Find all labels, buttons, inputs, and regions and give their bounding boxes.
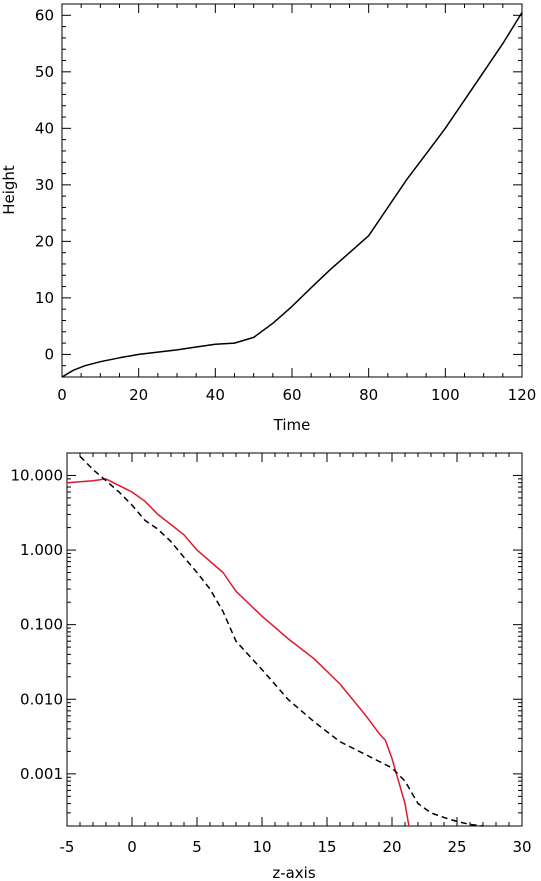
y-axis-title: Height	[0, 165, 18, 215]
y-tick-label: 0.100	[20, 616, 63, 634]
x-tick-label: 100	[431, 386, 460, 404]
y-tick-label: 10	[35, 289, 54, 307]
y-tick-label: 50	[35, 63, 54, 81]
axis-ticks	[61, 3, 523, 378]
y-tick-labels: 0.001 0.010 0.100 1.000 10.000	[11, 466, 64, 782]
x-tick-label: -5	[60, 838, 75, 856]
y-tick-labels: 0 10 20 30 40 50 60	[35, 6, 54, 363]
series-line-2	[79, 455, 484, 827]
axis-ticks	[66, 452, 523, 827]
x-tick-label: 20	[129, 386, 148, 404]
log-profile-chart: -5 0 5 10 15 20 25 30 0.001 0.010 0.100 1.000 10.00…	[11, 452, 532, 881]
y-tick-label: 0.001	[20, 765, 63, 783]
y-tick-label: 1.000	[20, 541, 63, 559]
x-axis-title: Time	[273, 416, 311, 434]
x-tick-label: 15	[317, 838, 336, 856]
plot-frame	[61, 3, 523, 378]
y-tick-label: 30	[35, 176, 54, 194]
x-tick-label: 60	[282, 386, 301, 404]
y-tick-label: 10.000	[11, 466, 64, 484]
y-tick-label: 40	[35, 119, 54, 137]
x-tick-labels: -5 0 5 10 15 20 25 30	[60, 838, 532, 856]
x-axis-title: z-axis	[272, 864, 316, 881]
x-tick-labels: 0 20 40 60 80 100 120	[57, 386, 536, 404]
x-tick-label: 0	[57, 386, 67, 404]
x-tick-label: 80	[359, 386, 378, 404]
y-tick-label: 0.010	[20, 690, 63, 708]
y-tick-label: 60	[35, 6, 54, 24]
y-tick-label: 0	[44, 345, 54, 363]
x-tick-label: 20	[382, 838, 401, 856]
series-group	[61, 12, 523, 378]
series-line-1	[61, 12, 523, 378]
x-tick-label: 0	[127, 838, 137, 856]
height-vs-time-chart: 0 20 40 60 80 100 120 0 10 20 30 40 50 60 Time Heigh…	[0, 3, 536, 434]
x-tick-label: 5	[192, 838, 202, 856]
y-tick-label: 20	[35, 232, 54, 250]
x-tick-label: 10	[252, 838, 271, 856]
series-line-1	[66, 478, 410, 827]
x-tick-label: 120	[508, 386, 537, 404]
x-tick-label: 25	[447, 838, 466, 856]
x-tick-label: 30	[512, 838, 531, 856]
x-tick-label: 40	[206, 386, 225, 404]
plot-frame	[66, 452, 523, 827]
series-group	[66, 455, 484, 827]
